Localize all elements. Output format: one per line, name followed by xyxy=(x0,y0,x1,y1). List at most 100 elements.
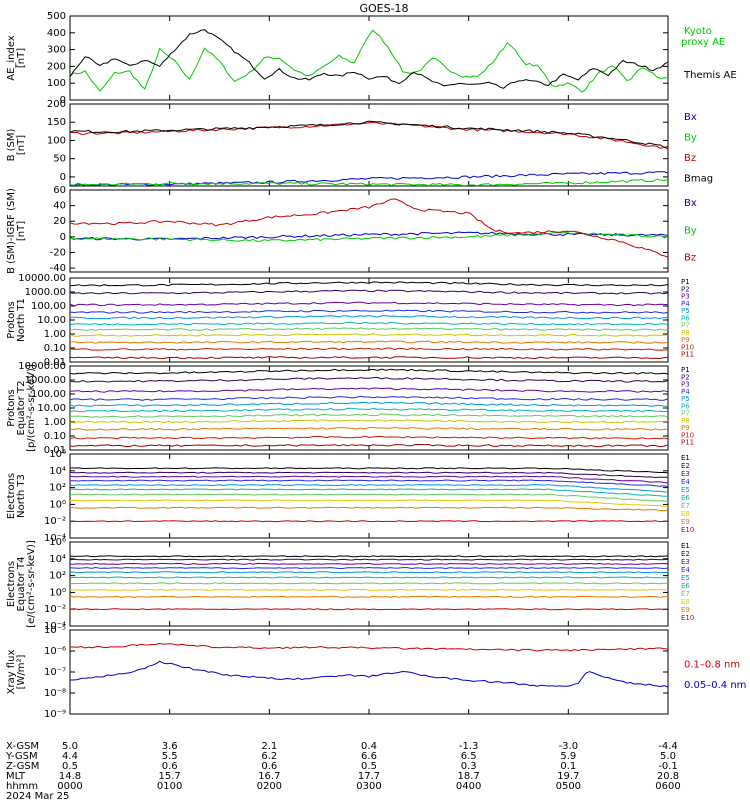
series-line xyxy=(69,566,669,570)
y-tick-label: 10⁻⁹ xyxy=(44,709,66,720)
ephemeris-value: 4.4 xyxy=(62,751,78,762)
legend-entry: Themis AE xyxy=(683,70,737,81)
legend-entry: P2 xyxy=(681,285,690,293)
legend-entry: E4 xyxy=(681,478,690,486)
ephemeris-value: 0.3 xyxy=(460,761,477,772)
series-line xyxy=(69,368,669,375)
ephemeris-value: 0300 xyxy=(356,781,382,792)
legend-entry: E2 xyxy=(681,462,690,470)
y-axis-label: B (SM)-IGRF (SM) xyxy=(6,188,17,274)
series-line xyxy=(69,29,669,89)
ephemeris-value: 14.8 xyxy=(58,771,82,782)
series-line xyxy=(69,120,669,149)
y-axis-label: B (SM) xyxy=(6,128,17,161)
legend-entry: P5 xyxy=(681,307,690,315)
series-line xyxy=(69,315,668,320)
legend-entry: P2 xyxy=(681,373,690,381)
y-tick-label: 500 xyxy=(47,11,66,22)
y-tick-label: 1.00 xyxy=(44,329,66,340)
y-tick-label: 0.10 xyxy=(44,431,66,442)
series-line xyxy=(69,281,669,287)
ephemeris-value: 6.6 xyxy=(361,751,377,762)
legend-entry: P7 xyxy=(681,322,690,330)
y-tick-label: 1000.00 xyxy=(25,375,66,386)
y-tick-label: 1000.00 xyxy=(25,287,66,298)
y-tick-label: -20 xyxy=(50,247,66,258)
y-tick-label: 10² xyxy=(49,571,66,582)
ephemeris-label: Z-GSM xyxy=(6,761,40,772)
ephemeris-value: 5.0 xyxy=(660,751,676,762)
legend-entry: E2 xyxy=(681,550,690,558)
y-tick-label: 1.00 xyxy=(44,417,66,428)
series-line xyxy=(69,475,669,484)
series-line xyxy=(69,231,669,242)
y-tick-label: 400 xyxy=(47,28,66,39)
legend-entry: P10 xyxy=(681,431,694,439)
legend-entry: P11 xyxy=(681,439,694,447)
y-tick-label: 10.00 xyxy=(37,403,66,414)
legend-entry: P6 xyxy=(681,402,690,410)
legend-entry: Bx xyxy=(684,112,697,123)
legend-entry: E9 xyxy=(681,606,690,614)
ephemeris-value: 0.6 xyxy=(261,761,278,772)
y-axis-label: North T3 xyxy=(16,474,27,518)
series-line xyxy=(69,121,669,150)
series-line xyxy=(70,413,669,418)
ephemeris-row: hhmm 0000 0100 0200 0300 0400 0500 0600 xyxy=(0,782,750,792)
y-tick-label: 10000.00 xyxy=(18,361,66,372)
y-axis-label: Xray flux xyxy=(6,650,17,695)
y-tick-label: 0 xyxy=(60,95,66,106)
series-line xyxy=(69,301,669,307)
y-tick-label: 100.00 xyxy=(31,389,66,400)
y-tick-label: 10² xyxy=(49,483,66,494)
series-line xyxy=(69,555,669,558)
y-tick-label: 0 xyxy=(60,232,66,243)
legend-entry: E7 xyxy=(681,502,690,510)
ephemeris-value: 15.7 xyxy=(158,771,181,782)
legend-entry: E5 xyxy=(681,574,690,582)
y-axis-label: [nT] xyxy=(16,135,27,155)
ephemeris-value: 0.5 xyxy=(361,761,377,772)
y-tick-label: 10⁰ xyxy=(49,587,66,598)
series-line xyxy=(70,479,669,488)
legend-entry: P3 xyxy=(681,293,690,301)
legend-entry: E4 xyxy=(681,566,690,574)
ephemeris-value: -1.3 xyxy=(458,741,479,752)
y-tick-label: 10⁶ xyxy=(49,449,66,460)
legend-entry: 0.05–0.4 nm xyxy=(684,680,746,691)
panel-pn: 0.01 0.10 1.00 10.00 100.00 1000.00 10000.00 Pr… xyxy=(6,273,694,368)
ephemeris-value: 0.1 xyxy=(560,761,577,772)
series-line xyxy=(69,178,669,187)
y-axis-label: [W/m²] xyxy=(16,654,27,689)
legend-entry: Kyoto xyxy=(684,26,712,37)
ephemeris-label: Y-GSM xyxy=(6,751,38,762)
legend-entry: P10 xyxy=(681,343,694,351)
panel-frame xyxy=(69,189,669,273)
ephemeris-value: 0000 xyxy=(57,781,83,792)
legend-entry: P1 xyxy=(681,278,690,286)
legend-entry: P11 xyxy=(681,351,694,359)
ephemeris-label: hhmm xyxy=(6,781,39,792)
legend-entry: E6 xyxy=(681,582,690,590)
legend-entry: proxy AE xyxy=(681,37,725,48)
series-line xyxy=(69,471,668,479)
legend-entry: 0.1–0.8 nm xyxy=(684,659,740,670)
ephemeris-value: 0600 xyxy=(655,781,681,792)
legend-entry: E1 xyxy=(681,454,690,462)
series-line xyxy=(69,488,669,497)
y-tick-label: 10⁻⁸ xyxy=(44,688,66,699)
y-axis-label: [nT] xyxy=(16,48,27,68)
ephemeris-value: -3.0 xyxy=(558,741,579,752)
y-axis-label: Protons xyxy=(6,301,17,338)
y-tick-label: 150 xyxy=(47,117,66,128)
y-axis-label: North T1 xyxy=(16,298,27,342)
series-line xyxy=(70,484,669,493)
legend-entry: Bz xyxy=(684,253,696,264)
series-line xyxy=(69,595,669,598)
legend-entry: P9 xyxy=(681,424,690,432)
y-tick-label: 10⁻⁶ xyxy=(44,646,66,657)
legend-entry: E9 xyxy=(681,518,690,526)
series-line xyxy=(69,426,669,431)
